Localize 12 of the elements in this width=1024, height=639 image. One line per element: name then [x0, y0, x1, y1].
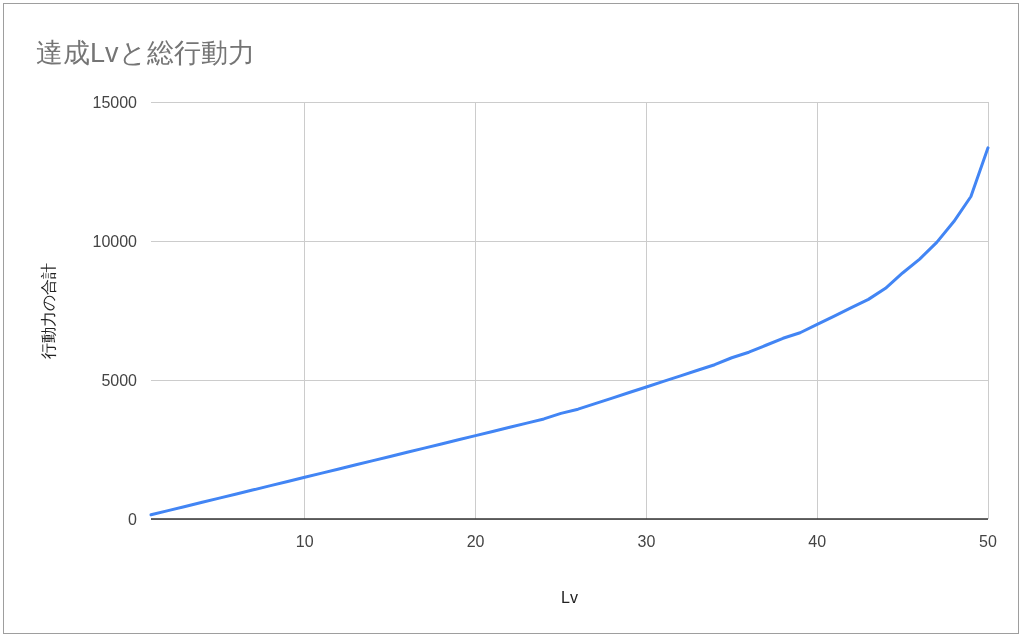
x-tick-label: 20	[466, 532, 485, 550]
x-tick-label: 10	[295, 532, 314, 550]
y-axis-title: 行動力の合計	[39, 262, 57, 359]
x-tick-label: 50	[979, 532, 997, 550]
x-tick-label: 30	[637, 532, 656, 550]
y-tick-label: 15000	[92, 93, 138, 111]
y-tick-label: 5000	[101, 371, 138, 389]
y-tick-label: 0	[128, 510, 138, 528]
y-tick-label: 10000	[92, 232, 138, 250]
chart-title: 達成Lvと総行動力	[36, 37, 255, 68]
x-tick-label: 40	[808, 532, 827, 550]
x-axis-title: Lv	[561, 588, 578, 606]
